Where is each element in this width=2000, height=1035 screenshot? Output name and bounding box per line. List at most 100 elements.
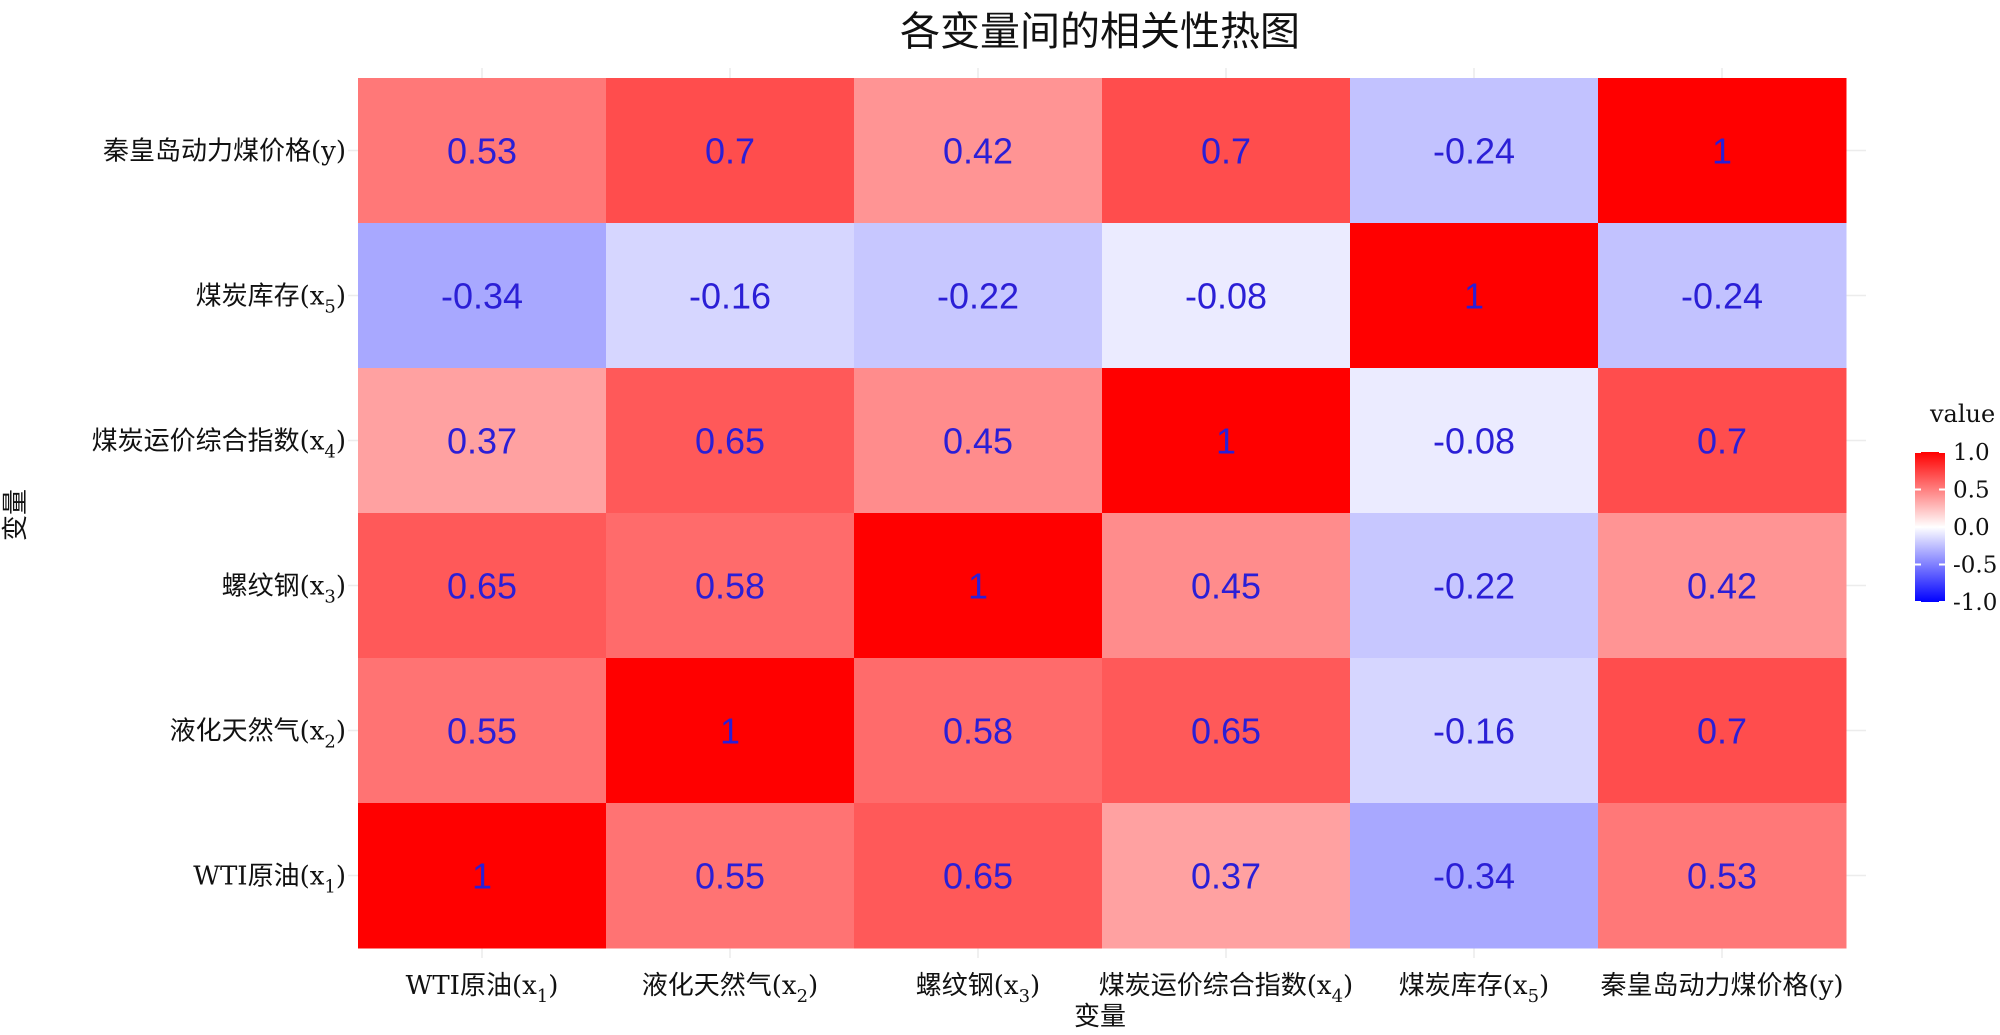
heatmap-cell: [854, 658, 1103, 804]
cell-value-label: 0.58: [943, 711, 1013, 752]
heatmap-cell: [1598, 513, 1847, 659]
heatmap-cell: [1350, 803, 1599, 949]
x-tick-label: 煤炭运价综合指数(x4): [1099, 971, 1353, 1007]
cell-value-label: 0.7: [1697, 421, 1747, 462]
y-tick-label: 煤炭库存(x5): [196, 282, 346, 318]
heatmap-cell: [358, 223, 607, 369]
y-tick-label: 秦皇岛动力煤价格(y): [103, 137, 346, 167]
heatmap-cell: [1102, 368, 1351, 514]
heatmap-cell: [854, 223, 1103, 369]
cell-value-label: 1: [1216, 421, 1236, 462]
heatmap-cell: [1598, 223, 1847, 369]
heatmap-cell: [606, 223, 855, 369]
cell-value-label: 0.65: [695, 421, 765, 462]
heatmap-cell: [1598, 78, 1847, 224]
cell-value-label: 0.65: [447, 566, 517, 607]
legend-tick-label: 0.0: [1953, 515, 1990, 541]
heatmap-cell: [358, 513, 607, 659]
heatmap-cell: [1102, 223, 1351, 369]
heatmap-cell: [1350, 368, 1599, 514]
heatmap-cell-labels: 0.53 0.7 0.42 0.7 -0.24 1 -0.34 -0.16 -0.22 -0.08…: [441, 131, 1763, 897]
heatmap-cell: [606, 658, 855, 804]
heatmap-cell: [854, 513, 1103, 659]
heatmap-cells: [358, 78, 1847, 949]
x-tick-label: 螺纹钢(x3): [916, 971, 1040, 1007]
cell-value-label: 1: [472, 856, 492, 897]
y-axis-title: 变量: [1, 489, 31, 541]
heatmap-cell: [358, 803, 607, 949]
chart-title: 各变量间的相关性热图: [900, 9, 1300, 55]
x-axis-tick-labels: WTI原油(x1) 液化天然气(x2) 螺纹钢(x3) 煤炭运价综合指数(x4) 煤炭库…: [406, 971, 1844, 1007]
y-tick-label: 螺纹钢(x3): [222, 572, 346, 608]
heatmap-cell: [1102, 513, 1351, 659]
heatmap-cell: [606, 803, 855, 949]
heatmap-cell: [854, 78, 1103, 224]
heatmap-cell: [358, 78, 607, 224]
cell-value-label: 0.45: [943, 421, 1013, 462]
x-tick-label: 煤炭库存(x5): [1399, 971, 1549, 1007]
cell-value-label: 0.42: [1687, 566, 1757, 607]
legend-tick-label: 0.5: [1953, 478, 1990, 504]
legend-tick-label: -0.5: [1953, 553, 1997, 579]
cell-value-label: 0.55: [447, 711, 517, 752]
legend-title: value: [1929, 400, 1995, 428]
cell-value-label: 1: [1712, 131, 1732, 172]
cell-value-label: 0.55: [695, 856, 765, 897]
heatmap-cell: [358, 658, 607, 804]
legend-tick-label: -1.0: [1953, 590, 1997, 616]
cell-value-label: -0.24: [1681, 276, 1763, 317]
heatmap-cell: [1350, 513, 1599, 659]
cell-value-label: 0.37: [1191, 856, 1261, 897]
heatmap-cell: [1598, 658, 1847, 804]
heatmap-cell: [854, 368, 1103, 514]
cell-value-label: 0.45: [1191, 566, 1261, 607]
cell-value-label: -0.16: [1433, 711, 1515, 752]
cell-value-label: -0.34: [1433, 856, 1515, 897]
heatmap-cell: [854, 803, 1103, 949]
heatmap-cell: [1102, 803, 1351, 949]
y-tick-label: WTI原油(x1): [193, 862, 346, 898]
heatmap-cell: [1350, 658, 1599, 804]
cell-value-label: 1: [968, 566, 988, 607]
cell-value-label: 0.58: [695, 566, 765, 607]
heatmap-cell: [1102, 658, 1351, 804]
cell-value-label: -0.24: [1433, 131, 1515, 172]
cell-value-label: 1: [1464, 276, 1484, 317]
cell-value-label: -0.22: [937, 276, 1019, 317]
cell-value-label: 1: [720, 711, 740, 752]
heatmap-cell: [606, 78, 855, 224]
heatmap-cell: [606, 368, 855, 514]
legend-tick-label: 1.0: [1953, 440, 1990, 466]
legend-ticks: 1.0 0.5 0.0 -0.5 -1.0: [1915, 440, 1997, 616]
x-axis-title: 变量: [1074, 1002, 1126, 1032]
y-tick-label: 煤炭运价综合指数(x4): [92, 427, 346, 463]
x-tick-label: 液化天然气(x2): [642, 971, 818, 1007]
heatmap-cell: [1598, 803, 1847, 949]
heatmap-cell: [1598, 368, 1847, 514]
cell-value-label: 0.7: [1201, 131, 1251, 172]
y-axis-tick-labels: 秦皇岛动力煤价格(y) 煤炭库存(x5) 煤炭运价综合指数(x4) 螺纹钢(x3) 液化…: [92, 137, 346, 898]
heatmap-cell: [358, 368, 607, 514]
color-legend: value 1.0 0.5 0.0 -0.5 -1.0: [1915, 400, 1997, 616]
x-tick-label: 秦皇岛动力煤价格(y): [1601, 971, 1844, 1001]
cell-value-label: 0.65: [943, 856, 1013, 897]
cell-value-label: 0.53: [447, 131, 517, 172]
cell-value-label: -0.22: [1433, 566, 1515, 607]
cell-value-label: -0.34: [441, 276, 523, 317]
y-tick-label: 液化天然气(x2): [170, 717, 346, 753]
cell-value-label: 0.65: [1191, 711, 1261, 752]
cell-value-label: -0.08: [1433, 421, 1515, 462]
cell-value-label: 0.42: [943, 131, 1013, 172]
cell-value-label: 0.7: [1697, 711, 1747, 752]
cell-value-label: 0.37: [447, 421, 517, 462]
heatmap-cell: [1350, 223, 1599, 369]
heatmap-cell: [1102, 78, 1351, 224]
cell-value-label: 0.7: [705, 131, 755, 172]
cell-value-label: -0.16: [689, 276, 771, 317]
x-tick-label: WTI原油(x1): [406, 971, 559, 1007]
cell-value-label: 0.53: [1687, 856, 1757, 897]
heatmap-cell: [606, 513, 855, 659]
cell-value-label: -0.08: [1185, 276, 1267, 317]
heatmap-cell: [1350, 78, 1599, 224]
